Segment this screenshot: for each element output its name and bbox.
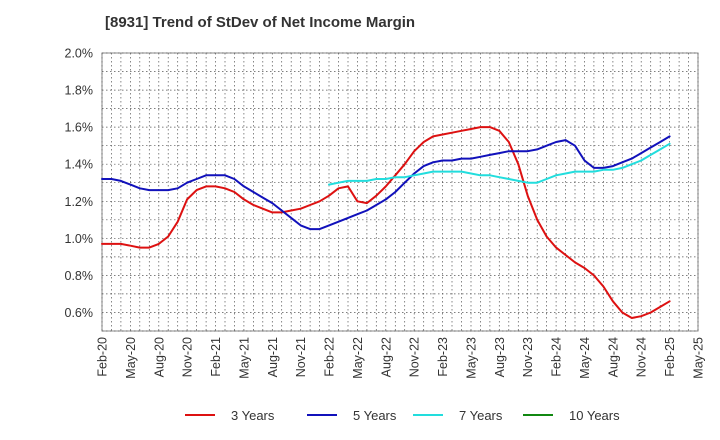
legend-item-3-years: 3 Years <box>185 404 274 426</box>
y-tick-label: 0.8% <box>65 269 94 283</box>
legend-swatch-5-years <box>307 414 337 416</box>
x-tick-label: Feb-24 <box>550 337 564 377</box>
legend-label: 7 Years <box>459 407 503 423</box>
x-tick-label: Feb-22 <box>323 337 337 377</box>
x-tick-label: Nov-21 <box>294 337 308 377</box>
y-tick-label: 1.0% <box>65 232 94 246</box>
series-lines <box>101 126 671 319</box>
y-tick-label: 1.6% <box>65 121 94 135</box>
x-tick-label: May-24 <box>578 337 592 379</box>
x-tick-label: Aug-24 <box>606 337 620 377</box>
legend-swatch-10-years <box>523 414 553 416</box>
x-tick-label: May-22 <box>351 337 365 379</box>
y-tick-label: 1.4% <box>65 158 94 172</box>
grid-lines <box>101 52 699 332</box>
y-tick-label: 2.0% <box>65 47 94 61</box>
x-tick-label: Aug-20 <box>152 337 166 377</box>
x-tick-label: Aug-23 <box>493 337 507 377</box>
legend-item-5-years: 5 Years <box>307 404 396 426</box>
series-line-5-years <box>101 135 671 231</box>
x-tick-label: May-20 <box>124 337 138 379</box>
y-axis: 0.6% 0.8% 1.0% 1.2% 1.4% 1.6% 1.8% 2.0% <box>65 47 94 320</box>
legend-label: 10 Years <box>569 407 620 423</box>
series-line-3-years <box>101 126 671 319</box>
x-tick-label: Feb-20 <box>96 337 110 377</box>
legend-label: 3 Years <box>231 407 275 423</box>
legend-item-7-years: 7 Years <box>413 404 502 426</box>
x-axis: Feb-20 May-20 Aug-20 Nov-20 Feb-21 May-21 Aug-… <box>96 337 706 379</box>
legend: 3 Years 5 Years 7 Years 10 Years <box>0 404 720 426</box>
y-tick-label: 1.8% <box>65 84 94 98</box>
y-tick-label: 0.6% <box>65 306 94 320</box>
legend-swatch-3-years <box>185 414 215 416</box>
plot-area-frame <box>101 52 699 332</box>
legend-item-10-years: 10 Years <box>523 404 620 426</box>
x-tick-label: Nov-23 <box>521 337 535 377</box>
legend-label: 5 Years <box>353 407 397 423</box>
x-tick-label: Aug-21 <box>266 337 280 377</box>
x-tick-label: Nov-20 <box>181 337 195 377</box>
x-tick-label: Nov-24 <box>635 337 649 377</box>
x-tick-label: Nov-22 <box>408 337 422 377</box>
x-tick-label: May-21 <box>237 337 251 379</box>
legend-swatch-7-years <box>413 414 443 416</box>
x-tick-label: May-25 <box>692 337 706 379</box>
chart-title: [8931] Trend of StDev of Net Income Marg… <box>105 14 416 31</box>
x-tick-label: Feb-21 <box>209 337 223 377</box>
series-line-7-years <box>328 142 671 186</box>
x-tick-label: Aug-22 <box>379 337 393 377</box>
y-tick-label: 1.2% <box>65 195 94 209</box>
x-tick-label: Feb-25 <box>663 337 677 377</box>
x-tick-label: Feb-23 <box>436 337 450 377</box>
x-tick-label: May-23 <box>464 337 478 379</box>
